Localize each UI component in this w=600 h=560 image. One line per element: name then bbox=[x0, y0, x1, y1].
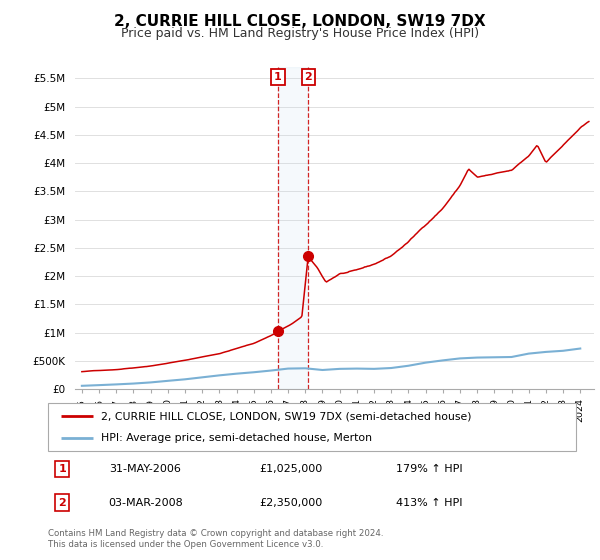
Text: Price paid vs. HM Land Registry's House Price Index (HPI): Price paid vs. HM Land Registry's House … bbox=[121, 27, 479, 40]
Text: 413% ↑ HPI: 413% ↑ HPI bbox=[397, 498, 463, 507]
Bar bbox=[278, 67, 308, 389]
Text: 2, CURRIE HILL CLOSE, LONDON, SW19 7DX (semi-detached house): 2, CURRIE HILL CLOSE, LONDON, SW19 7DX (… bbox=[101, 411, 472, 421]
Text: 03-MAR-2008: 03-MAR-2008 bbox=[109, 498, 184, 507]
Text: Contains HM Land Registry data © Crown copyright and database right 2024.
This d: Contains HM Land Registry data © Crown c… bbox=[48, 529, 383, 549]
Text: 2, CURRIE HILL CLOSE, LONDON, SW19 7DX: 2, CURRIE HILL CLOSE, LONDON, SW19 7DX bbox=[114, 14, 486, 29]
Text: HPI: Average price, semi-detached house, Merton: HPI: Average price, semi-detached house,… bbox=[101, 433, 372, 443]
Text: 2: 2 bbox=[304, 72, 312, 82]
Text: 2: 2 bbox=[59, 498, 67, 507]
Text: 1: 1 bbox=[59, 464, 67, 474]
FancyBboxPatch shape bbox=[48, 403, 576, 451]
Text: £1,025,000: £1,025,000 bbox=[259, 464, 322, 474]
Text: 179% ↑ HPI: 179% ↑ HPI bbox=[397, 464, 463, 474]
Text: £2,350,000: £2,350,000 bbox=[259, 498, 322, 507]
Text: 31-MAY-2006: 31-MAY-2006 bbox=[109, 464, 181, 474]
Text: 1: 1 bbox=[274, 72, 282, 82]
